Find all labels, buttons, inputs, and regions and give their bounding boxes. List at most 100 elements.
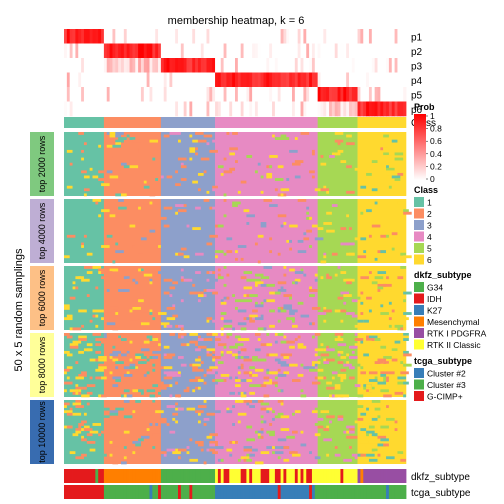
sampling-cell — [371, 417, 378, 421]
sampling-cell — [195, 386, 198, 390]
sampling-cell — [403, 456, 406, 460]
sampling-cell — [240, 327, 247, 331]
sampling-cell — [294, 175, 301, 179]
prob-cell — [309, 87, 313, 102]
sampling-cell — [311, 410, 318, 414]
tcga-subtype-cell — [129, 485, 133, 499]
dkfz-subtype-cell — [158, 469, 162, 483]
prob-cell — [249, 87, 253, 102]
sampling-cell — [92, 309, 102, 313]
tcga-subtype-cell — [380, 485, 384, 499]
prob-cell — [149, 58, 153, 73]
prob-cell — [138, 101, 142, 117]
sampling-cell — [89, 376, 93, 380]
dkfz-subtype-cell — [140, 469, 145, 483]
sampling-cell — [149, 201, 153, 205]
sampling-cell — [81, 149, 84, 153]
sampling-cell — [280, 224, 284, 228]
sampling-cell — [203, 423, 207, 426]
dkfz-subtype-cell — [64, 469, 68, 483]
prob-cell — [306, 58, 310, 73]
sampling-cell — [297, 373, 304, 377]
sampling-cell — [203, 381, 207, 385]
sampling-cell — [326, 190, 330, 194]
tcga-subtype-cell — [152, 485, 156, 499]
prob-cell — [368, 58, 373, 73]
sampling-cell — [289, 309, 298, 313]
dkfz-subtype-cell — [206, 469, 210, 483]
prob-cell — [66, 58, 71, 73]
prob-cell — [371, 43, 376, 59]
prob-cell — [206, 101, 210, 117]
prob-cell — [371, 87, 376, 102]
prob-cell — [394, 43, 398, 59]
sampling-cell — [254, 301, 258, 305]
sampling-cell — [81, 394, 90, 398]
sampling-cell — [172, 314, 178, 318]
prob-cell — [354, 58, 358, 73]
sampling-cell — [300, 132, 310, 135]
prob-cell — [229, 58, 233, 73]
prob-cell — [383, 29, 387, 44]
sampling-cell — [397, 376, 406, 380]
dkfz-subtype-cell — [243, 469, 247, 483]
sampling-cell — [249, 384, 255, 388]
dkfz-subtype-cell — [143, 469, 148, 483]
sampling-cell — [403, 299, 406, 303]
sampling-cell — [81, 371, 87, 375]
sampling-cell — [132, 389, 139, 393]
sampling-cell — [260, 314, 264, 318]
sampling-cell — [346, 214, 349, 218]
prob-cell — [360, 101, 364, 117]
sampling-cell — [286, 340, 295, 344]
sampling-cell — [368, 440, 378, 444]
prob-cell — [340, 58, 344, 73]
sampling-cell — [203, 294, 207, 298]
sampling-cell — [280, 137, 290, 140]
sampling-cell — [309, 322, 312, 326]
sampling-cell — [86, 402, 90, 406]
prob-cell — [186, 101, 190, 117]
tcga-subtype-cell — [220, 485, 224, 499]
sampling-cell — [326, 386, 335, 390]
sampling-cell — [363, 340, 372, 344]
sampling-cell — [126, 278, 133, 282]
tcga-subtype-cell — [260, 485, 264, 499]
sampling-cell — [354, 420, 358, 424]
prob-cell — [83, 101, 88, 117]
prob-cell — [377, 43, 381, 59]
sampling-cell — [226, 410, 233, 414]
sampling-cell — [69, 345, 79, 349]
prob-cell — [331, 87, 336, 102]
sampling-cell — [149, 281, 153, 285]
sampling-cell — [269, 430, 275, 434]
dkfz-subtype-cell — [383, 469, 387, 483]
tcga-subtype-cell — [126, 485, 130, 499]
sampling-cell — [72, 402, 82, 406]
tcga-subtype-cell — [103, 485, 108, 499]
sampling-cell — [109, 371, 113, 375]
dkfz-subtype-legend-label: G34 — [427, 283, 443, 293]
sampling-cell — [306, 366, 315, 370]
prob-cell — [178, 101, 182, 117]
sampling-cell — [374, 407, 381, 411]
prob-cell — [223, 72, 227, 88]
sampling-cell — [240, 391, 244, 395]
tcga-subtype-cell — [89, 485, 93, 499]
tcga-subtype-cell — [323, 485, 327, 499]
dkfz-subtype-cell — [309, 469, 313, 483]
sampling-cell — [72, 433, 79, 437]
sampling-cell — [292, 324, 298, 328]
sampling-cell — [163, 216, 167, 220]
sampling-cell — [226, 250, 233, 254]
prob-cell — [349, 87, 353, 102]
sampling-cell — [203, 461, 207, 465]
sampling-cell — [346, 353, 349, 357]
sampling-cell — [180, 178, 187, 181]
sampling-cell — [337, 350, 344, 354]
sampling-cell — [166, 306, 176, 310]
prob-cell — [172, 72, 176, 88]
prob-cell — [388, 29, 393, 44]
prob-cell — [72, 101, 76, 117]
prob-cell — [86, 29, 91, 44]
